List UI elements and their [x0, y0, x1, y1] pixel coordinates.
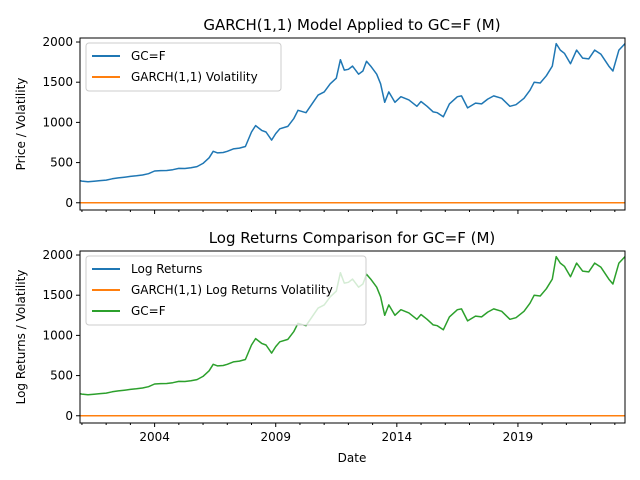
bottom-legend-label-vol: GARCH(1,1) Log Returns Volatility	[131, 283, 333, 297]
top-legend-box	[85, 42, 282, 92]
bottom-y-tick-label: 1500	[42, 288, 73, 302]
top-legend-label-vol: GARCH(1,1) Volatility	[131, 70, 258, 84]
top-y-tick-label: 0	[65, 196, 73, 210]
bottom-legend-box	[85, 255, 367, 326]
bottom-legend-label-gc: GC=F	[131, 304, 166, 318]
bottom-x-axis-label: Date	[338, 451, 367, 465]
top-legend: GC=F GARCH(1,1) Volatility	[85, 42, 282, 92]
bottom-x-ticks: 2004 2009 2014 2019	[81, 423, 616, 444]
top-axes-frame	[79, 37, 626, 211]
top-y-ticks: 0 500 1000 1500 2000	[42, 35, 80, 210]
bottom-x-tick-label: 2019	[503, 430, 534, 444]
top-series-gc	[79, 42, 626, 183]
top-plot-area	[79, 42, 626, 204]
bottom-x-tick-label: 2004	[139, 430, 170, 444]
bottom-x-tick-label: 2009	[260, 430, 291, 444]
top-y-tick-label: 1500	[42, 75, 73, 89]
top-x-ticks	[81, 210, 616, 214]
top-y-tick-label: 2000	[42, 35, 73, 49]
top-y-tick-label: 500	[50, 156, 73, 170]
bottom-legend-label-logret: Log Returns	[131, 262, 202, 276]
bottom-y-tick-label: 0	[65, 409, 73, 423]
bottom-y-tick-label: 2000	[42, 248, 73, 262]
top-legend-label-gc: GC=F	[131, 49, 166, 63]
bottom-legend: Log Returns GARCH(1,1) Log Returns Volat…	[85, 255, 367, 326]
bottom-chart-title: Log Returns Comparison for GC=F (M)	[209, 229, 496, 247]
bottom-x-tick-label: 2014	[382, 430, 413, 444]
top-y-tick-label: 1000	[42, 115, 73, 129]
bottom-y-tick-label: 500	[50, 369, 73, 383]
bottom-y-ticks: 0 500 1000 1500 2000	[42, 248, 80, 423]
bottom-y-tick-label: 1000	[42, 328, 73, 342]
bottom-y-axis-label: Log Returns / Volatility	[14, 270, 28, 405]
top-chart-title: GARCH(1,1) Model Applied to GC=F (M)	[203, 16, 500, 34]
top-y-axis-label: Price / Volatility	[14, 78, 28, 171]
bottom-axes-frame	[79, 250, 626, 424]
